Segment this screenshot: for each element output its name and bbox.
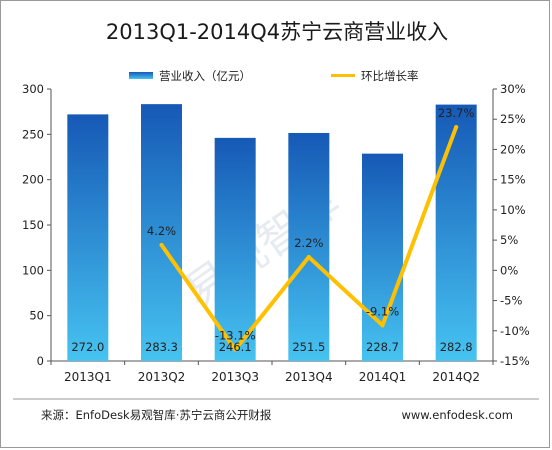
growth-rate-point [159, 242, 164, 247]
x-tick-label: 2013Q1 [64, 370, 112, 384]
x-tick-label: 2014Q1 [359, 370, 407, 384]
revenue-bar-label: 246.1 [219, 340, 252, 354]
revenue-bar [141, 104, 182, 362]
growth-rate-label: 4.2% [147, 224, 176, 238]
y-right-tick-label: 0% [500, 263, 518, 277]
y-left-tick-label: 0 [37, 354, 44, 368]
revenue-bar [362, 153, 403, 361]
y-right-tick-label: 15% [500, 173, 526, 187]
y-right-tick-label: 20% [500, 142, 526, 156]
growth-rate-label: -13.1% [215, 329, 256, 343]
y-left-tick-label: 100 [22, 263, 44, 277]
y-left-tick-label: 200 [22, 173, 44, 187]
revenue-bar-label: 283.3 [145, 340, 178, 354]
x-tick-label: 2013Q2 [138, 370, 186, 384]
revenue-bar-label: 272.0 [71, 340, 104, 354]
growth-rate-point [454, 125, 459, 130]
revenue-bar [214, 137, 256, 361]
y-right-tick-label: 25% [500, 112, 526, 126]
y-left-tick-label: 50 [29, 309, 44, 323]
x-tick-label: 2013Q4 [285, 370, 333, 384]
x-tick-label: 2013Q3 [211, 370, 259, 384]
revenue-bar [435, 104, 477, 361]
legend-line-label: 环比增长率 [361, 69, 419, 83]
growth-rate-label: -9.1% [366, 304, 399, 318]
revenue-bar-label: 228.7 [366, 340, 399, 354]
revenue-bar [67, 114, 109, 362]
revenue-bar-label: 251.5 [292, 340, 325, 354]
y-left-tick-label: 300 [22, 82, 44, 96]
y-right-tick-label: 10% [500, 203, 526, 217]
y-right-tick-label: 30% [500, 82, 526, 96]
growth-rate-label: 2.2% [294, 236, 323, 250]
legend-bar-swatch [129, 72, 153, 79]
revenue-bar [288, 132, 330, 361]
growth-rate-label: 23.7% [438, 106, 475, 120]
x-tick-label: 2014Q2 [432, 370, 480, 384]
chart-title: 2013Q1-2014Q4苏宁云商营业收入 [106, 20, 448, 44]
revenue-bar-label: 282.8 [440, 340, 473, 354]
growth-rate-point [233, 347, 238, 352]
data-labels: 272.0 283.3 246.1 251.5 228.7 282.8 4.2% -13.1%… [71, 106, 474, 354]
y-right-tick-label: -5% [500, 294, 522, 308]
bar-series [67, 104, 477, 362]
chart-axes: 0 50 100 150 200 250 300 -15% -10% -5% 0% 5% 10% 15% 2… [22, 82, 530, 384]
y-right-tick-label: -10% [500, 324, 530, 338]
footer-source: 来源：EnfoDesk易观智库·苏宁云商公开财报 [41, 408, 272, 422]
growth-line-series [159, 125, 459, 352]
chart-legend: 营业收入（亿元） 环比增长率 [129, 69, 419, 83]
growth-rate-point [306, 255, 311, 260]
footer-website: www.enfodesk.com [401, 408, 513, 422]
y-left-tick-label: 250 [22, 127, 44, 141]
y-left-tick-label: 150 [22, 218, 44, 232]
growth-rate-point [380, 323, 385, 328]
y-right-tick-label: 5% [500, 233, 518, 247]
y-right-tick-label: -15% [500, 354, 530, 368]
legend-bar-label: 营业收入（亿元） [159, 69, 251, 83]
